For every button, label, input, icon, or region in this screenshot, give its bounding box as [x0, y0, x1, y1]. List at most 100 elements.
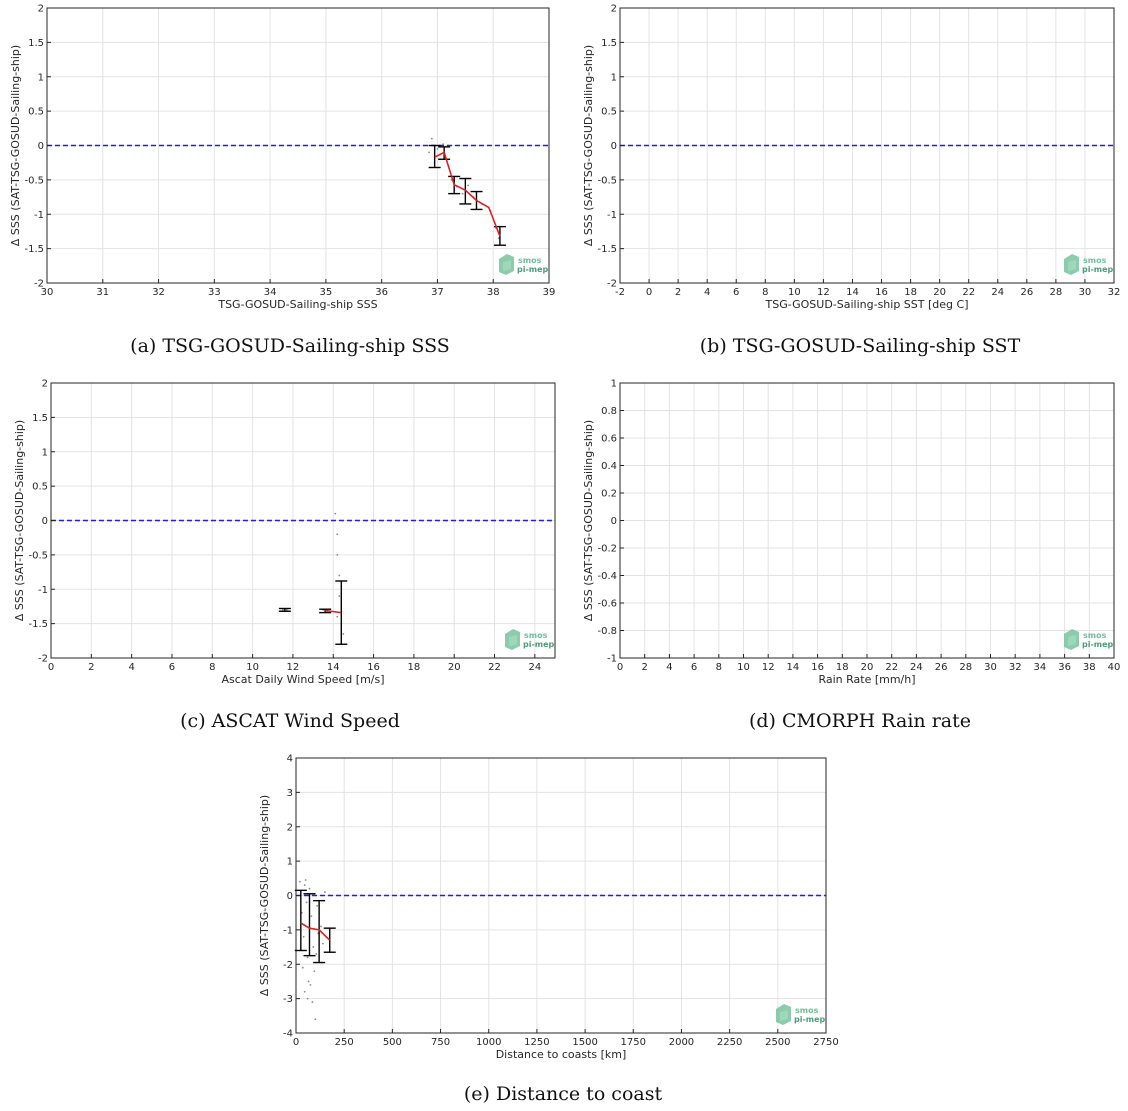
- y-tick-label: 1: [611, 379, 617, 390]
- x-tick-label: 38: [487, 287, 500, 298]
- x-tick-label: 1500: [572, 1037, 597, 1048]
- y-axis-label: Δ SSS (SAT-TSG-GOSUD-Sailing-ship): [582, 45, 595, 246]
- x-tick-label: 18: [408, 662, 421, 673]
- x-axis-label: TSG-GOSUD-Sailing-ship SSS: [217, 298, 377, 311]
- logo-text-smos: smos: [795, 1006, 819, 1015]
- errorbar: [278, 607, 291, 612]
- scatter-point: [336, 553, 339, 556]
- y-tick-label: 4: [287, 754, 293, 765]
- y-tick-label: 2: [42, 379, 48, 390]
- x-tick-label: 28: [1050, 287, 1063, 298]
- logo-mark-inner: [780, 1010, 788, 1021]
- x-tick-label: 2750: [813, 1037, 838, 1048]
- x-tick-label: 36: [1058, 662, 1071, 673]
- scatter-point: [285, 608, 288, 611]
- x-tick-label: 20: [933, 287, 946, 298]
- scatter-point: [281, 608, 284, 611]
- figure-caption: (d) CMORPH Rain rate: [749, 710, 971, 732]
- x-tick-label: 26: [1020, 287, 1033, 298]
- x-tick-label: 6: [169, 662, 175, 673]
- logo-text-smos: smos: [518, 256, 542, 265]
- scatter-point: [306, 956, 309, 959]
- x-tick-label: 14: [787, 662, 800, 673]
- median-line: [300, 922, 331, 941]
- y-tick-label: 1: [611, 72, 617, 83]
- x-tick-label: 2: [675, 287, 681, 298]
- y-tick-label: 2: [38, 4, 44, 15]
- chart-panel-e: 0 250 500 750 1000 1250 1500 1750 2000 2250 2500 27…: [258, 754, 839, 1106]
- y-tick-label: 0.8: [601, 406, 617, 417]
- x-tick-label: 34: [264, 287, 277, 298]
- scatter-point: [316, 904, 319, 907]
- logo-text-pi-mep: pi-mep: [1082, 640, 1114, 649]
- chart-panel-b: -2 0 2 4 6 8 10 12 14 16 18 20 22 24 26 28 30 32-2-1.5-1-…: [582, 4, 1120, 358]
- y-axis-label: Δ SSS (SAT-TSG-GOSUD-Sailing-ship): [582, 420, 595, 621]
- x-tick-label: 20: [448, 662, 461, 673]
- x-tick-label: 12: [817, 287, 830, 298]
- x-tick-label: 30: [41, 287, 54, 298]
- scatter-point: [305, 901, 308, 904]
- scatter-point: [342, 633, 345, 635]
- y-axis-label: Δ SSS (SAT-TSG-GOSUD-Sailing-ship): [13, 420, 26, 621]
- x-tick-label: 10: [788, 287, 801, 298]
- y-tick-label: 2: [287, 822, 293, 833]
- x-tick-label: 10: [737, 662, 750, 673]
- x-tick-label: 16: [811, 662, 824, 673]
- y-tick-label: 0.4: [601, 461, 617, 472]
- scatter-point: [301, 966, 304, 969]
- x-tick-label: -2: [615, 287, 625, 298]
- y-tick-label: 0.6: [601, 434, 617, 445]
- figure-caption: (a) TSG-GOSUD-Sailing-ship SSS: [130, 335, 450, 357]
- x-tick-label: 250: [335, 1037, 354, 1048]
- x-tick-label: 4: [128, 662, 134, 673]
- y-tick-label: 0: [42, 516, 48, 527]
- x-tick-label: 10: [246, 662, 259, 673]
- x-tick-label: 30: [984, 662, 997, 673]
- y-tick-label: -0.5: [597, 175, 617, 186]
- chart-panel-a: 30 31 32 33 34 35 36 37 38 39 -2 -1.5 -1 -0.5 0 0.5 1 1.5…: [9, 4, 555, 358]
- scatter-point: [313, 970, 316, 973]
- x-tick-label: 38: [1083, 662, 1096, 673]
- scatter-point: [298, 880, 301, 883]
- scatter-point: [310, 915, 313, 918]
- logo-mark-inner: [1068, 260, 1076, 271]
- x-tick-label: 22: [885, 662, 898, 673]
- scatter-point: [315, 953, 318, 955]
- x-tick-label: 31: [96, 287, 109, 298]
- logo-text-pi-mep: pi-mep: [1082, 265, 1114, 274]
- errorbar: [313, 899, 326, 964]
- x-axis-label: TSG-GOSUD-Sailing-ship SST [deg C]: [765, 298, 969, 311]
- logo-mark-inner: [503, 260, 511, 271]
- x-tick-label: 22: [962, 287, 975, 298]
- y-tick-label: 0.5: [601, 107, 617, 118]
- x-tick-label: 0: [646, 287, 652, 298]
- scatter-point: [302, 935, 305, 938]
- scatter-point: [314, 1018, 317, 1021]
- y-tick-label: -1: [283, 925, 293, 936]
- x-tick-label: 22: [488, 662, 501, 673]
- scatter-point: [338, 595, 341, 598]
- scatter-point: [306, 997, 309, 1000]
- y-tick-label: 0: [611, 516, 617, 527]
- x-tick-label: 12: [287, 662, 300, 673]
- errorbar: [303, 893, 316, 957]
- y-tick-label: -0.5: [24, 175, 44, 186]
- x-tick-label: 8: [209, 662, 215, 673]
- x-tick-label: 2000: [669, 1037, 694, 1048]
- logo-text-smos: smos: [1083, 631, 1107, 640]
- y-tick-label: 1: [38, 72, 44, 83]
- x-tick-label: 39: [543, 287, 556, 298]
- x-tick-label: 8: [762, 287, 768, 298]
- y-tick-label: 0: [611, 141, 617, 152]
- x-tick-label: 6: [691, 662, 697, 673]
- scatter-point: [307, 980, 310, 983]
- x-tick-label: 1750: [621, 1037, 646, 1048]
- x-tick-label: 16: [367, 662, 380, 673]
- y-tick-label: 1: [287, 857, 293, 868]
- logo-text-pi-mep: pi-mep: [523, 640, 555, 649]
